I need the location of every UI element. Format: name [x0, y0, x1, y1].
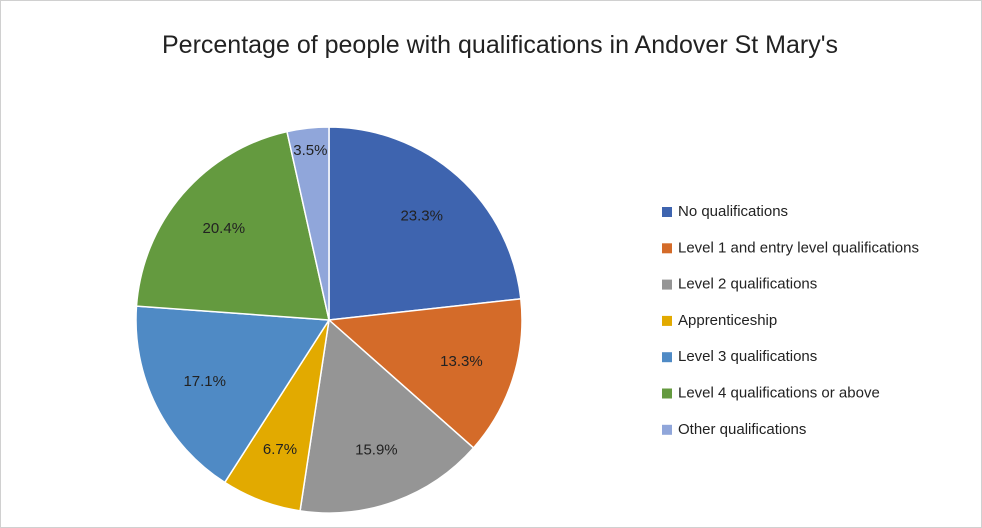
chart-title: Percentage of people with qualifications…	[162, 31, 838, 59]
data-label: 15.9%	[355, 442, 398, 459]
pie-slice	[299, 318, 475, 514]
legend-label: Level 3 qualifications	[678, 348, 817, 365]
pie-slice	[135, 130, 330, 321]
legend-swatch	[662, 352, 672, 363]
legend-label: Level 2 qualifications	[678, 276, 817, 293]
legend-label: Apprenticeship	[678, 312, 777, 329]
data-label: 20.4%	[203, 220, 246, 237]
legend-label: Other qualifications	[678, 421, 806, 438]
legend-swatch	[662, 243, 672, 254]
data-label: 13.3%	[440, 353, 483, 370]
legend-swatch	[662, 424, 672, 435]
legend-swatch	[662, 207, 672, 217]
pie-slice	[328, 126, 522, 321]
legend-label: Level 1 and entry level qualifications	[678, 239, 919, 256]
data-label: 6.7%	[263, 441, 297, 458]
data-label: 17.1%	[183, 373, 226, 390]
data-label: 23.3%	[400, 207, 443, 224]
legend-swatch	[662, 279, 672, 290]
legend-label: No qualifications	[678, 203, 788, 220]
data-label: 3.5%	[293, 142, 327, 159]
legend-label: Level 4 qualifications or above	[678, 384, 880, 401]
legend-swatch	[662, 388, 672, 399]
pie-slice	[135, 305, 331, 484]
pie-slice	[286, 126, 330, 321]
pie-slice	[327, 298, 523, 449]
legend-swatch	[662, 315, 672, 326]
